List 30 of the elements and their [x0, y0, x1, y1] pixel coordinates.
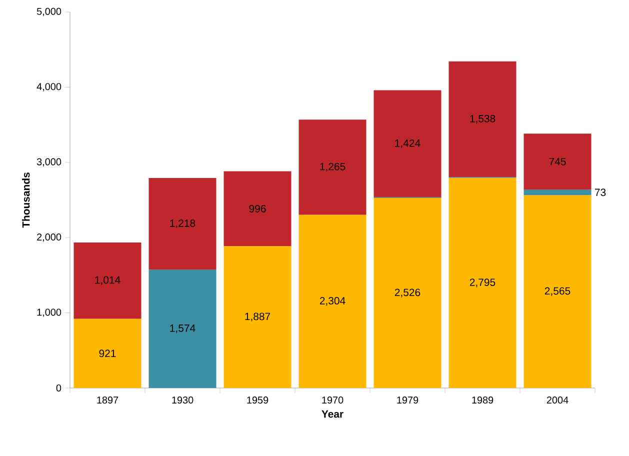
data-label: 2,304 — [320, 297, 346, 306]
data-label: 745 — [549, 158, 566, 166]
data-label: 1,014 — [95, 276, 120, 285]
x-tick-label: 2004 — [546, 396, 568, 404]
x-axis-title: Year — [322, 410, 344, 418]
data-label: 1,538 — [470, 114, 496, 124]
x-tick-label: 1989 — [472, 396, 494, 404]
x-tick-label: 1970 — [322, 396, 344, 404]
data-label: 2,565 — [544, 287, 570, 296]
data-label: 73 — [594, 188, 606, 196]
y-tick-label: 0 — [56, 384, 62, 392]
data-label: 2,526 — [394, 288, 420, 298]
x-tick-label: 1959 — [247, 396, 268, 404]
y-tick-label: 5,000 — [36, 8, 62, 16]
x-tick-label: 1930 — [172, 396, 194, 404]
x-tick-label: 1979 — [397, 396, 418, 404]
data-label: 1,218 — [170, 220, 196, 228]
y-tick-label: 2,000 — [37, 233, 62, 242]
data-label: 1,265 — [320, 162, 346, 172]
data-label: 1,887 — [245, 312, 270, 322]
data-label: 921 — [99, 350, 116, 358]
data-label: 1,424 — [395, 139, 420, 148]
data-label: 1,574 — [170, 324, 196, 334]
y-tick-label: 4,000 — [36, 83, 62, 92]
y-axis-title: Thousands — [22, 172, 30, 228]
data-label: 2,795 — [470, 278, 496, 288]
data-label: 996 — [249, 204, 266, 212]
y-tick-label: 1,000 — [37, 308, 62, 317]
x-tick-label: 1897 — [97, 396, 118, 404]
y-tick-label: 3,000 — [36, 158, 62, 167]
